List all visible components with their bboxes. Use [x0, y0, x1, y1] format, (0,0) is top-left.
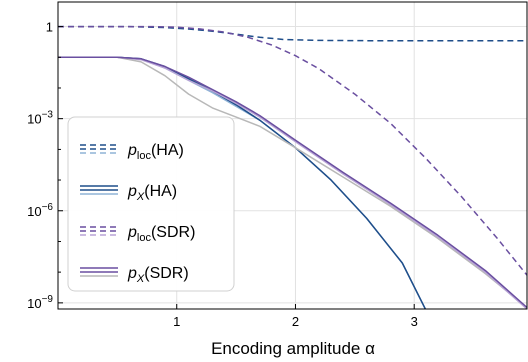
legend-box: [67, 116, 235, 292]
solid-series-line: [58, 56, 528, 309]
legend-entry: pX(SDR): [80, 265, 189, 285]
legend-label: ploc(SDR): [127, 224, 195, 244]
x-tick-label: 3: [411, 314, 418, 329]
legend: ploc(HA) pX(HA) ploc(SDR) pX(SDR): [67, 116, 235, 292]
legend-entry: ploc(HA): [80, 142, 184, 162]
plot-frame: [57, 1, 528, 310]
legend-entry: ploc(SDR): [80, 224, 195, 244]
solid-series-line: [58, 56, 528, 309]
legend-label: pX(SDR): [127, 265, 189, 285]
legend-entry: pX(HA): [80, 183, 177, 203]
x-axis-label: Encoding amplitude α: [211, 339, 375, 358]
x-tick-label: 2: [292, 314, 299, 329]
y-tick-label: 10−9: [27, 294, 53, 311]
y-tick-label: 10−6: [27, 202, 53, 219]
x-tick-label: 1: [173, 314, 180, 329]
series-layer: [58, 25, 528, 309]
dashed-series-line: [58, 25, 527, 42]
y-tick-label: 1: [46, 20, 53, 35]
legend-label: ploc(HA): [127, 142, 184, 162]
dashed-series-line: [58, 25, 528, 276]
ticks: 1 2 3 1 10−3 10−6 10−9: [27, 20, 418, 329]
solid-series-line: [58, 56, 528, 309]
y-tick-label: 10−3: [27, 110, 53, 127]
legend-label: pX(HA): [127, 183, 177, 203]
